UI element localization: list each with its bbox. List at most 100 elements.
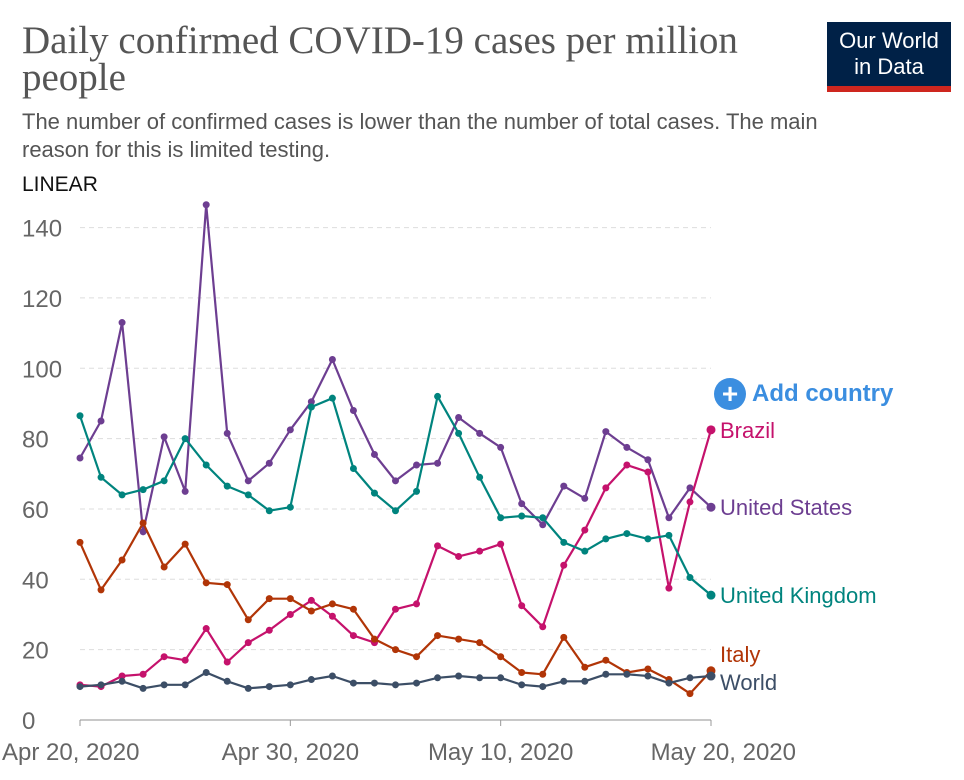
- data-point-united-kingdom: [139, 486, 147, 494]
- data-point-italy: [286, 595, 294, 603]
- data-point-united-states: [413, 461, 421, 469]
- y-tick-label: 0: [22, 708, 35, 735]
- data-point-united-kingdom: [706, 590, 716, 600]
- data-point-united-states: [706, 502, 716, 512]
- plus-circle-icon: +: [714, 378, 746, 410]
- data-point-united-kingdom: [476, 473, 484, 481]
- series-line-united-kingdom: [78, 395, 712, 596]
- data-point-italy: [265, 595, 273, 603]
- data-point-united-states: [623, 443, 631, 451]
- data-point-united-kingdom: [413, 487, 421, 495]
- data-point-united-states: [97, 417, 105, 425]
- data-point-world: [328, 672, 336, 680]
- y-tick-label: 60: [22, 497, 49, 524]
- axis-layer: 0 20 40 60 80 100 120 140 Apr 20, 2020 Apr 30, 20…: [2, 216, 796, 766]
- add-country-button[interactable]: + Add country: [714, 378, 893, 410]
- data-point-italy: [349, 605, 357, 613]
- data-point-world: [623, 670, 631, 678]
- data-point-united-kingdom: [76, 412, 84, 420]
- data-point-world: [455, 672, 463, 680]
- data-point-united-kingdom: [434, 392, 442, 400]
- data-point-united-states: [539, 521, 547, 529]
- data-point-brazil: [286, 610, 294, 618]
- owid-logo[interactable]: Our World in Data: [827, 22, 951, 92]
- data-point-united-states: [602, 428, 610, 436]
- data-point-united-states: [286, 426, 294, 434]
- data-point-united-states: [265, 459, 273, 467]
- data-point-world: [581, 677, 589, 685]
- data-point-brazil: [644, 468, 652, 476]
- data-point-brazil: [581, 526, 589, 534]
- data-point-united-kingdom: [602, 535, 610, 543]
- data-point-world: [686, 674, 694, 682]
- data-point-united-kingdom: [497, 514, 505, 522]
- data-point-united-states: [139, 528, 147, 536]
- data-point-united-kingdom: [349, 465, 357, 473]
- data-point-united-kingdom: [392, 507, 399, 515]
- data-point-united-states: [181, 487, 189, 495]
- data-point-italy: [181, 540, 189, 548]
- x-tick-label: Apr 30, 2020: [222, 739, 359, 766]
- data-point-united-states: [476, 429, 484, 437]
- series-label-brazil[interactable]: Brazil: [720, 418, 775, 443]
- data-point-brazil: [307, 596, 315, 604]
- data-point-united-kingdom: [518, 512, 526, 520]
- data-point-united-kingdom: [202, 461, 210, 469]
- data-point-brazil: [392, 605, 399, 613]
- data-point-world: [665, 679, 673, 687]
- data-point-world: [497, 674, 505, 682]
- series-label-italy[interactable]: Italy: [720, 642, 760, 667]
- data-point-brazil: [539, 623, 547, 631]
- logo-line-1: Our World: [839, 28, 939, 53]
- logo-line-2: in Data: [854, 54, 924, 79]
- data-point-brazil: [560, 561, 568, 569]
- data-point-united-states: [160, 433, 168, 441]
- data-point-brazil: [476, 547, 484, 555]
- data-point-world: [97, 681, 105, 689]
- data-point-world: [202, 669, 210, 677]
- y-tick-label: 120: [22, 286, 62, 313]
- data-point-brazil: [602, 484, 610, 492]
- data-point-brazil: [265, 626, 273, 634]
- data-point-italy: [97, 586, 105, 594]
- data-point-united-states: [518, 500, 526, 508]
- series-brazil: [76, 425, 716, 691]
- data-point-brazil: [160, 653, 168, 661]
- data-point-united-kingdom: [644, 535, 652, 543]
- data-point-united-kingdom: [223, 482, 231, 490]
- grid-layer: [80, 227, 711, 721]
- data-point-brazil: [244, 639, 252, 647]
- data-point-italy: [581, 663, 589, 671]
- data-point-united-kingdom: [307, 403, 315, 411]
- data-point-world: [160, 681, 168, 689]
- data-point-brazil: [518, 602, 526, 610]
- data-point-united-kingdom: [244, 491, 252, 499]
- series-label-world[interactable]: World: [720, 670, 777, 695]
- data-point-united-states: [434, 459, 442, 467]
- series-label-united-states[interactable]: United States: [720, 495, 852, 520]
- data-point-world: [286, 681, 294, 689]
- series-united-states: [76, 201, 716, 536]
- data-point-world: [349, 679, 357, 687]
- series-world: [76, 669, 716, 692]
- data-point-world: [265, 683, 273, 691]
- data-point-world: [370, 679, 378, 687]
- data-point-united-kingdom: [328, 394, 336, 402]
- data-point-world: [139, 684, 147, 692]
- data-point-brazil: [623, 461, 631, 469]
- y-tick-label: 100: [22, 356, 62, 383]
- scale-toggle[interactable]: LINEAR: [22, 173, 98, 196]
- data-point-united-states: [581, 494, 589, 502]
- data-point-italy: [686, 690, 694, 698]
- data-point-united-states: [370, 450, 378, 458]
- label-layer: United States Brazil United Kingdom Italy Wo…: [720, 418, 877, 695]
- data-point-united-kingdom: [160, 477, 168, 485]
- data-point-united-states: [392, 477, 399, 485]
- series-italy: [76, 519, 716, 698]
- data-point-united-kingdom: [265, 507, 273, 515]
- data-point-italy: [392, 646, 399, 654]
- data-point-brazil: [202, 625, 210, 633]
- chart-subtitle: The number of confirmed cases is lower t…: [22, 109, 818, 162]
- data-point-united-states: [244, 477, 252, 485]
- series-label-united-kingdom[interactable]: United Kingdom: [720, 583, 877, 608]
